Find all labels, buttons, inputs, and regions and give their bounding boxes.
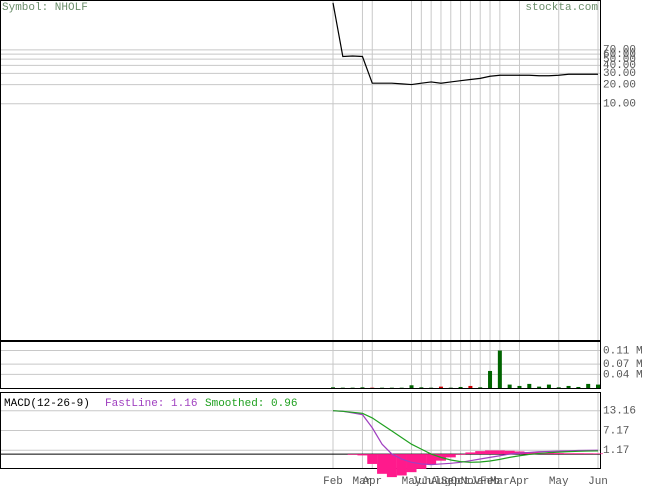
y-tick-label: 60.00 — [603, 49, 636, 61]
volume-bar — [438, 386, 443, 388]
macd-line — [332, 410, 599, 463]
histogram-bar — [386, 454, 397, 478]
y-tick-label: 1.17 — [603, 445, 629, 457]
x-tick-label: Jul — [421, 476, 441, 486]
y-tick-label: 0.11 M — [603, 345, 643, 357]
histogram-bar — [593, 453, 603, 455]
x-tick-label: May — [549, 476, 569, 486]
histogram-bar — [563, 453, 574, 455]
macd-title: MACD(12-26-9) — [4, 398, 90, 410]
y-tick-label: 0.04 M — [603, 369, 643, 381]
histogram-bar — [426, 454, 437, 465]
histogram-bar — [367, 454, 378, 464]
price-panel — [0, 0, 601, 341]
volume-panel — [0, 341, 601, 389]
y-tick-label: 50.00 — [603, 54, 636, 66]
volume-bar — [537, 386, 542, 388]
histogram-bar — [377, 454, 388, 474]
volume-bar — [556, 387, 561, 388]
x-tick-label: Jun — [411, 476, 431, 486]
price-line — [332, 2, 598, 86]
symbol: Symbol: NHOLF — [2, 2, 88, 14]
volume-bar — [468, 385, 473, 388]
macd-panel — [0, 392, 601, 469]
histogram-bar — [357, 454, 368, 456]
y-tick-label: 30.00 — [603, 68, 636, 80]
volume-bar — [507, 384, 512, 388]
x-tick-label: Sep — [441, 476, 461, 486]
histogram-bar — [416, 454, 427, 469]
x-tick-label: Aug — [431, 476, 451, 486]
histogram-bar — [406, 454, 417, 473]
smoothed-label: Smoothed: 0.96 — [205, 398, 297, 410]
histogram-bar — [347, 454, 358, 455]
volume-bar — [576, 386, 581, 388]
volume-bar — [458, 386, 463, 388]
histogram-bar — [553, 453, 564, 455]
volume-bar — [497, 350, 502, 388]
y-tick-label: 40.00 — [603, 60, 636, 72]
histogram-bar — [396, 454, 407, 476]
volume-bar — [488, 370, 493, 388]
y-tick-label: 10.00 — [603, 99, 636, 111]
volume-bar — [478, 387, 483, 388]
x-tick-label: Nov — [461, 476, 481, 486]
volume-bar — [419, 387, 424, 388]
y-tick-label: 70.00 — [603, 45, 636, 57]
volume-bar — [517, 385, 522, 388]
y-tick-label: 13.16 — [603, 406, 636, 418]
volume-bar — [546, 384, 551, 388]
histogram-bar — [573, 453, 584, 455]
fastline-label: FastLine: 1.16 — [105, 398, 197, 410]
y-tick-label: 7.17 — [603, 425, 629, 437]
histogram-bar — [524, 452, 535, 455]
x-tick-label: Apr — [362, 476, 382, 486]
x-tick-label: Jan — [470, 476, 490, 486]
x-tick-label: Mar — [490, 476, 510, 486]
histogram-bar — [485, 450, 496, 455]
histogram-bar — [455, 454, 466, 455]
x-tick-label: Apr — [510, 476, 530, 486]
histogram-bar — [445, 454, 456, 458]
volume-bar — [360, 387, 365, 388]
site: stockta.com — [525, 2, 598, 14]
x-tick-label: Feb — [480, 476, 500, 486]
y-tick-label: 0.07 M — [603, 359, 643, 371]
volume-bar — [331, 387, 335, 388]
x-tick-label: Mar — [353, 476, 373, 486]
histogram-bar — [494, 450, 505, 455]
histogram-bar — [543, 452, 554, 455]
volume-bar — [596, 384, 600, 388]
volume-bar — [586, 383, 591, 388]
volume-bar — [409, 385, 414, 388]
x-tick-label: Jun — [588, 476, 608, 486]
x-tick-label: Feb — [323, 476, 343, 486]
x-tick-label: Oct — [451, 476, 471, 486]
histogram-bar — [475, 451, 486, 455]
histogram-bar — [504, 450, 515, 455]
histogram-bar — [465, 452, 476, 455]
volume-bar — [527, 383, 532, 388]
y-tick-label: 20.00 — [603, 79, 636, 91]
volume-bar — [566, 385, 571, 388]
histogram-bar — [583, 453, 594, 455]
x-tick-label: May — [402, 476, 422, 486]
